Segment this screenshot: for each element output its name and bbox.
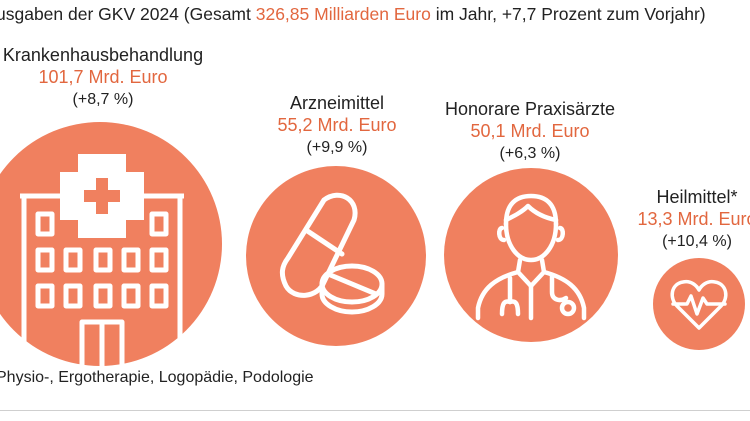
item-remedies-label-group: Heilmittel* 13,3 Mrd. Euro (+10,4 %)	[612, 186, 750, 254]
title-prefix: usgaben der GKV 2024 (Gesamt	[0, 4, 256, 24]
item-doctor-change: (+6,3 %)	[499, 145, 561, 162]
item-pills-label: Arzneimittel	[289, 93, 385, 113]
hospital-icon	[20, 154, 184, 366]
item-doctor-label: Honorare Praxisärzte	[444, 99, 616, 119]
item-hospital-label: Krankenhausbehandlung	[2, 45, 204, 65]
footnote: Physio-, Ergotherapie, Logopädie, Podolo…	[0, 369, 314, 386]
heart-pulse-icon	[670, 279, 728, 330]
item-remedies-label: Heilmittel*	[656, 187, 738, 207]
item-pills-amount: 55,2 Mrd. Euro	[277, 115, 397, 135]
chart-title: usgaben der GKV 2024 (Gesamt 326,85 Mill…	[0, 4, 750, 25]
item-remedies-amount: 13,3 Mrd. Euro	[637, 209, 750, 229]
item-pills-change: (+9,9 %)	[306, 139, 368, 156]
item-doctor-amount: 50,1 Mrd. Euro	[470, 121, 590, 141]
item-doctor-label-group: Honorare Praxisärzte 50,1 Mrd. Euro (+6,…	[425, 98, 635, 166]
item-remedies-change: (+10,4 %)	[662, 233, 732, 250]
doctor-icon	[475, 193, 587, 321]
pills-icon	[279, 192, 385, 315]
item-hospital-label-group: Krankenhausbehandlung 101,7 Mrd. Euro (+…	[0, 44, 210, 112]
bottom-divider	[0, 410, 750, 411]
item-hospital-amount: 101,7 Mrd. Euro	[38, 67, 168, 87]
title-suffix: im Jahr, +7,7 Prozent zum Vorjahr)	[430, 4, 706, 24]
item-hospital-change: (+8,7 %)	[72, 91, 134, 108]
title-total: 326,85 Milliarden Euro	[255, 4, 431, 24]
item-pills-label-group: Arzneimittel 55,2 Mrd. Euro (+9,9 %)	[232, 92, 442, 160]
